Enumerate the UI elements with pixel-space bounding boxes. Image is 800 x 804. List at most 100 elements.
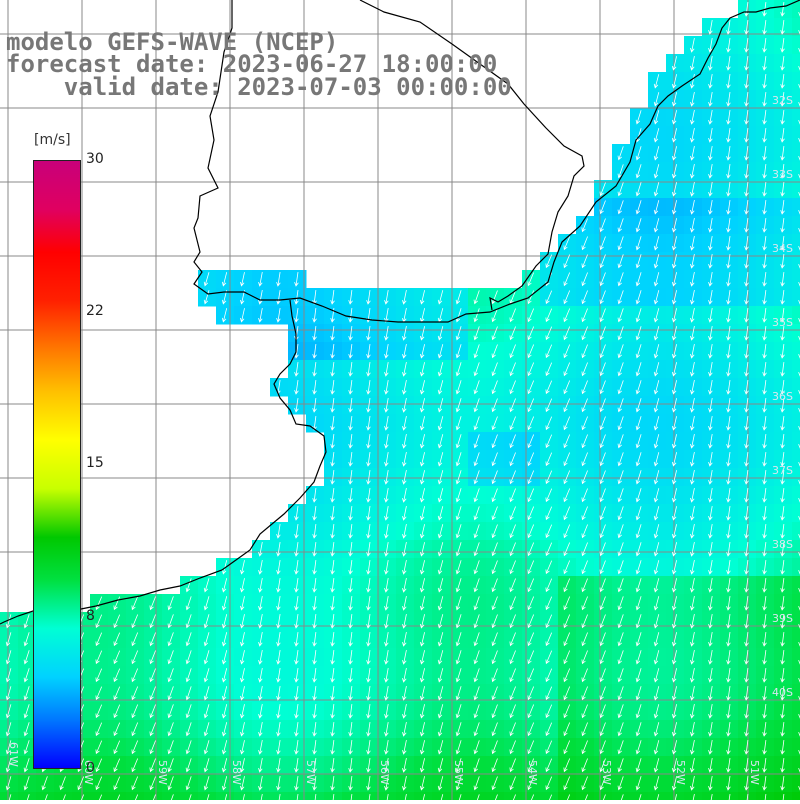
wind-arrow: [131, 776, 139, 791]
wind-arrow: [545, 398, 553, 413]
wind-arrow: [726, 272, 731, 287]
wind-arrow: [491, 722, 498, 737]
wind-arrow: [330, 740, 335, 755]
wind-arrow: [671, 146, 677, 161]
wind-arrow: [348, 686, 353, 701]
wind-arrow: [780, 452, 785, 467]
wind-arrow: [635, 596, 642, 611]
wind-speed-cell: [792, 324, 800, 343]
wind-arrow: [402, 722, 407, 737]
longitude-label: 56W: [378, 760, 391, 785]
wind-arrow: [671, 200, 677, 215]
wind-arrow: [762, 164, 767, 179]
wind-arrow: [671, 776, 677, 791]
wind-arrow: [294, 650, 299, 665]
wind-speed-cell: [792, 684, 800, 703]
wind-arrow: [348, 488, 353, 503]
wind-arrow: [131, 758, 139, 773]
wind-arrow: [708, 776, 713, 791]
wind-arrow: [653, 200, 660, 215]
wind-arrow: [708, 182, 713, 197]
coastline-uruguay: [193, 0, 800, 323]
wind-arrow: [384, 560, 389, 575]
wind-arrow: [599, 488, 606, 503]
wind-arrow: [366, 632, 371, 647]
wind-arrow: [473, 668, 480, 683]
wind-arrow: [617, 272, 624, 287]
wind-arrow: [599, 704, 606, 719]
wind-arrow: [312, 362, 317, 377]
wind-arrow: [798, 354, 800, 359]
wind-arrow: [762, 452, 767, 467]
wind-arrow: [419, 488, 425, 503]
wind-arrow: [366, 758, 371, 773]
wind-arrow: [798, 48, 800, 53]
wind-arrow: [455, 380, 462, 395]
wind-arrow: [276, 614, 281, 629]
wind-arrow: [726, 254, 731, 269]
wind-arrow: [617, 506, 624, 521]
wind-arrow: [708, 128, 713, 143]
wind-arrow: [437, 668, 444, 683]
wind-arrow: [708, 758, 713, 773]
wind-arrow: [545, 416, 553, 431]
wind-arrow: [653, 236, 660, 251]
wind-arrow: [762, 506, 767, 521]
wind-arrow: [726, 308, 731, 323]
wind-arrow: [131, 650, 139, 665]
wind-arrow: [491, 596, 498, 611]
wind-arrow: [726, 380, 731, 395]
wind-arrow: [762, 92, 767, 107]
wind-arrow: [276, 650, 281, 665]
wind-arrow: [185, 776, 192, 791]
legend-tick-label: 22: [86, 303, 104, 319]
wind-arrow: [798, 228, 800, 233]
wind-arrow: [617, 740, 624, 755]
wind-arrow: [744, 686, 749, 701]
wind-arrow: [113, 614, 121, 629]
wind-arrow: [95, 776, 103, 791]
wind-arrow: [708, 704, 713, 719]
wind-arrow: [366, 290, 371, 305]
wind-arrow: [491, 416, 498, 431]
wind-arrow: [671, 380, 677, 395]
wind-arrow: [509, 434, 516, 449]
wind-arrow: [330, 434, 335, 449]
wind-arrow: [617, 398, 624, 413]
wind-arrow: [635, 650, 642, 665]
wind-arrow: [167, 722, 174, 737]
wind-arrow: [491, 398, 498, 413]
wind-arrow: [635, 398, 642, 413]
wind-speed-cell: [792, 486, 800, 505]
wind-arrow: [384, 398, 389, 413]
wind-speed-cell: [792, 504, 800, 523]
wind-arrow: [402, 524, 407, 539]
wind-arrow: [708, 488, 713, 503]
latitude-label: 32S: [772, 94, 793, 107]
wind-arrow: [744, 614, 749, 629]
color-scale-bar: [33, 160, 81, 769]
wind-arrow: [491, 308, 498, 323]
wind-arrow: [726, 74, 731, 89]
wind-arrow: [744, 182, 749, 197]
wind-arrow: [402, 488, 407, 503]
wind-arrow: [294, 578, 299, 593]
wind-arrow: [653, 524, 660, 539]
wind-arrow: [473, 686, 480, 701]
wind-arrow: [509, 524, 516, 539]
valid-date-label: valid date: 2023-07-03 00:00:00: [6, 73, 512, 101]
wind-arrow: [671, 542, 677, 557]
wind-arrow: [509, 416, 516, 431]
wind-arrow: [653, 92, 660, 107]
wind-arrow: [455, 470, 462, 485]
wind-arrow: [527, 758, 535, 773]
wind-arrow: [366, 650, 371, 665]
wind-arrow: [581, 272, 588, 287]
wind-arrow: [690, 236, 695, 251]
wind-arrow: [798, 120, 800, 125]
wind-arrow: [708, 524, 713, 539]
wind-arrow: [726, 110, 731, 125]
wind-arrow: [402, 434, 407, 449]
wind-arrow: [348, 560, 353, 575]
wind-arrow: [599, 578, 606, 593]
